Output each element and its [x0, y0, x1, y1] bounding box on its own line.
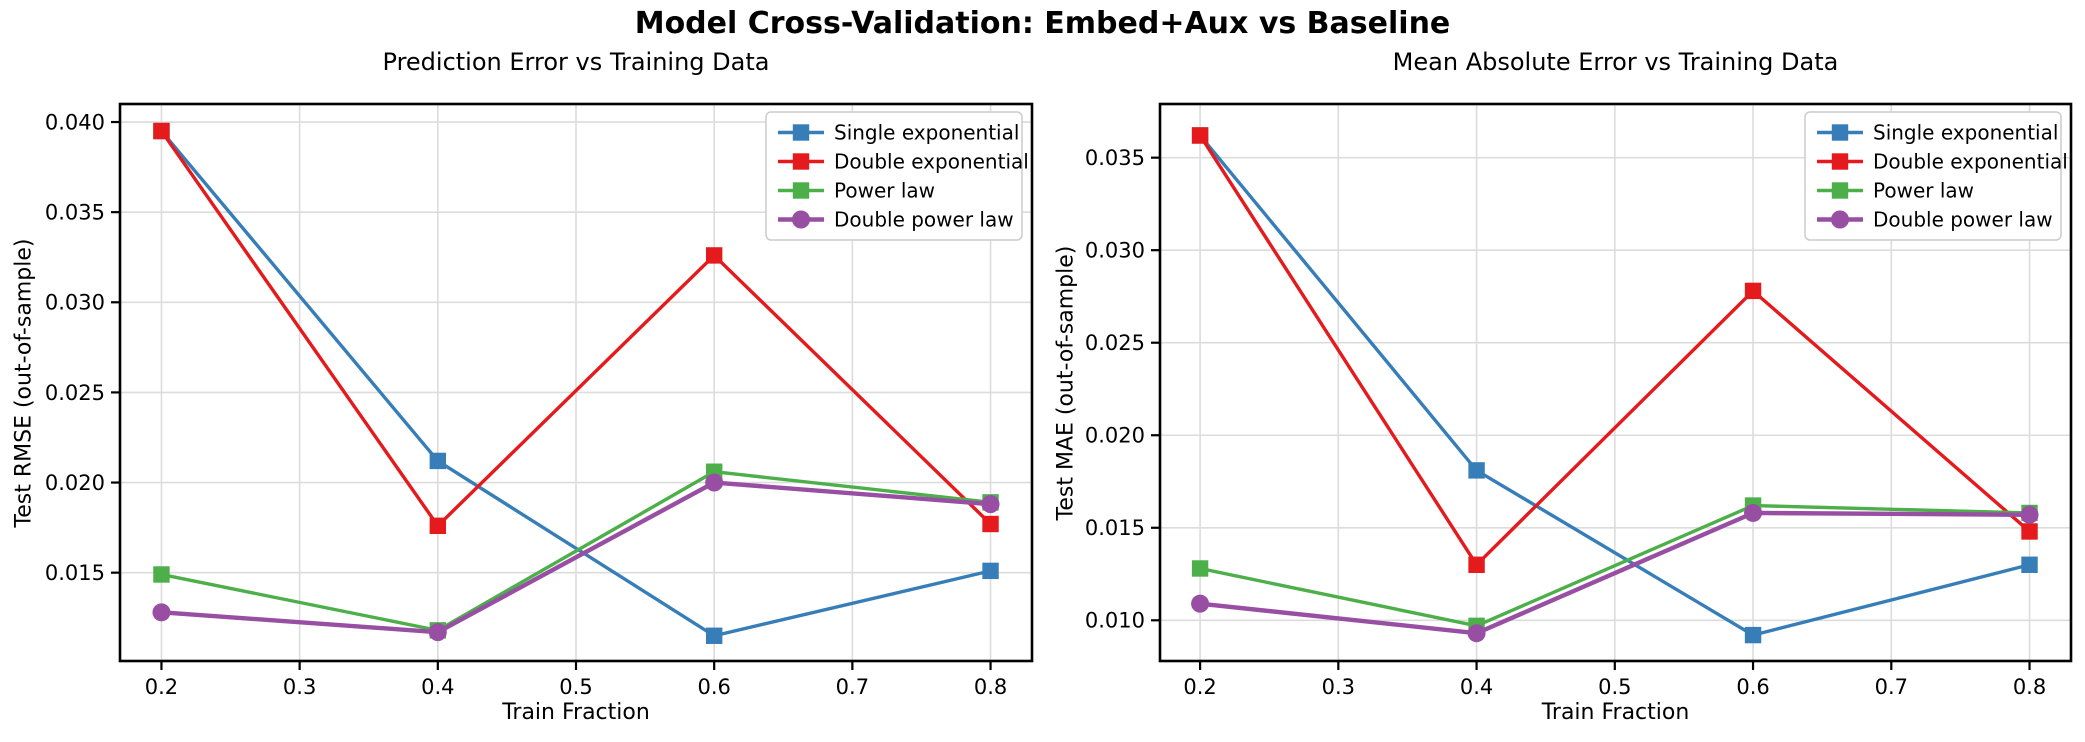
data-point-marker: [1191, 127, 1209, 144]
data-point-marker: [1468, 462, 1485, 479]
series-line: [1198, 134, 2030, 637]
x-tick-label: 0.3: [1322, 675, 1355, 699]
series-line: [1199, 510, 2030, 636]
data-point-marker: [982, 515, 999, 533]
y-tick-label: 0.025: [1085, 331, 1145, 355]
legend-item-label: Double power law: [1873, 208, 2053, 232]
data-point-marker: [1744, 503, 1763, 522]
legend-item-label: Single exponential: [834, 121, 1019, 145]
x-tick-label: 0.5: [559, 675, 592, 699]
data-point-marker: [2021, 556, 2038, 573]
y-tick-label: 0.040: [45, 110, 105, 134]
data-point-marker: [1744, 282, 1762, 300]
data-point-marker: [705, 247, 723, 264]
y-tick-label: 0.030: [1085, 239, 1145, 263]
y-tick-label: 0.020: [1085, 424, 1145, 448]
legend-item-label: Double exponential: [834, 150, 1029, 174]
legend-sample-marker: [792, 182, 810, 199]
legend-sample-marker: [1831, 210, 1849, 229]
data-point-marker: [429, 452, 447, 470]
data-point-marker: [705, 473, 724, 492]
data-point-marker: [429, 517, 447, 535]
y-tick-label: 0.030: [45, 291, 105, 315]
y-tick-label: 0.025: [45, 381, 105, 405]
x-tick-label: 0.6: [1736, 675, 1769, 699]
legend-item-label: Double power law: [834, 208, 1014, 232]
x-tick-label: 0.8: [974, 675, 1007, 699]
x-tick-label: 0.6: [697, 675, 730, 699]
legend-box: [1804, 111, 2062, 241]
figure-title: Model Cross-Validation: Embed+Aux vs Bas…: [634, 6, 1451, 41]
data-point-marker: [1467, 624, 1486, 643]
legend-sample-marker: [1831, 124, 1849, 141]
legend-item-label: Power law: [1873, 179, 1974, 203]
x-tick-label: 0.4: [421, 675, 454, 699]
legend-item-label: Double exponential: [1873, 150, 2068, 174]
x-tick-label: 0.2: [1183, 675, 1216, 699]
y-tick-label: 0.015: [1085, 516, 1145, 540]
right-x-axis-label: Train Fraction: [1541, 700, 1690, 725]
y-tick-label: 0.035: [1085, 146, 1145, 170]
data-point-marker: [1744, 626, 1762, 644]
series-line: [1199, 503, 2030, 628]
data-point-marker: [1191, 560, 1209, 577]
data-point-marker: [2021, 523, 2038, 540]
x-tick-label: 0.2: [145, 675, 178, 699]
x-tick-label: 0.7: [836, 675, 869, 699]
data-point-marker: [705, 627, 723, 644]
series-line: [160, 129, 991, 638]
y-tick-label: 0.010: [1085, 609, 1145, 633]
legend-sample-marker: [1831, 182, 1849, 199]
series-line: [161, 480, 991, 635]
data-point-marker: [1468, 556, 1485, 573]
legend-item-label: Single exponential: [1873, 121, 2058, 145]
x-tick-label: 0.4: [1460, 675, 1493, 699]
y-tick-label: 0.035: [45, 201, 105, 225]
y-tick-label: 0.015: [45, 561, 105, 585]
series-line: [160, 130, 992, 528]
data-point-marker: [2020, 505, 2039, 524]
legend-box: [765, 111, 1023, 241]
series-line: [161, 470, 991, 633]
data-point-marker: [428, 623, 447, 642]
series-line: [1198, 134, 2031, 567]
data-point-marker: [153, 122, 170, 140]
x-tick-label: 0.5: [1598, 675, 1631, 699]
legend-sample-marker: [1831, 153, 1849, 170]
data-point-marker: [982, 562, 999, 580]
right-plot-title: Mean Absolute Error vs Training Data: [1392, 48, 1839, 76]
legend-sample-marker: [792, 210, 810, 229]
x-tick-label: 0.3: [283, 675, 316, 699]
legend-item-label: Power law: [834, 179, 935, 203]
legend-sample-marker: [792, 153, 810, 170]
data-point-marker: [152, 603, 171, 622]
left-x-axis-label: Train Fraction: [502, 700, 650, 725]
left-plot-title: Prediction Error vs Training Data: [382, 48, 770, 76]
data-point-marker: [1191, 594, 1210, 613]
legend-sample-marker: [792, 124, 810, 141]
x-tick-label: 0.7: [1875, 675, 1908, 699]
data-point-marker: [981, 495, 1000, 514]
y-tick-label: 0.020: [45, 471, 105, 495]
x-tick-label: 0.8: [2013, 675, 2046, 699]
data-point-marker: [153, 566, 170, 583]
